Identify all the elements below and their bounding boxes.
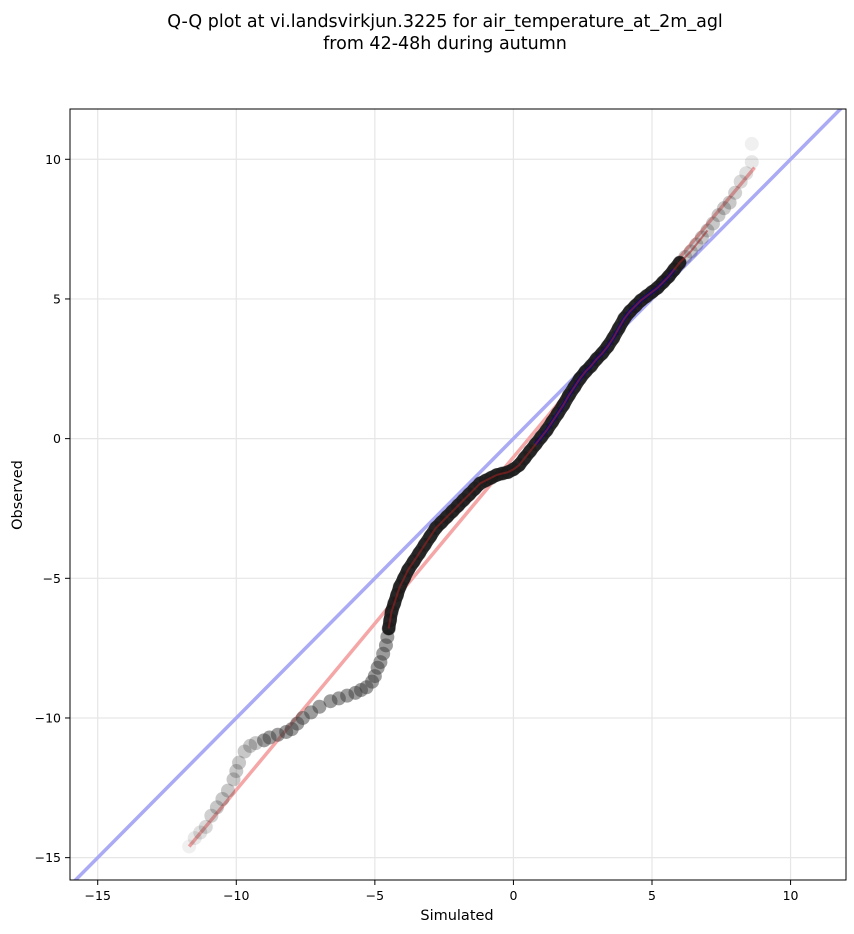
x-tick-label: −10 bbox=[223, 888, 249, 903]
y-tick-label: 10 bbox=[45, 152, 61, 167]
data-point bbox=[204, 808, 219, 823]
data-point bbox=[229, 764, 244, 779]
data-point bbox=[220, 783, 235, 798]
data-point bbox=[232, 755, 247, 770]
data-point bbox=[182, 839, 197, 854]
y-tick-label: 5 bbox=[53, 291, 61, 306]
data-point bbox=[215, 791, 230, 806]
data-point bbox=[705, 216, 720, 231]
data-point bbox=[717, 201, 732, 216]
plot-area bbox=[69, 108, 847, 881]
chart-title-line2: from 42-48h during autumn bbox=[323, 34, 567, 54]
y-tick-label: −15 bbox=[35, 850, 61, 865]
x-tick-label: 10 bbox=[783, 888, 799, 903]
data-point bbox=[711, 208, 726, 223]
x-tick-label: 5 bbox=[648, 888, 656, 903]
data-layer bbox=[73, 109, 843, 880]
x-tick-label: 0 bbox=[509, 888, 517, 903]
x-tick-label: −15 bbox=[85, 888, 111, 903]
x-tick-label: −5 bbox=[366, 888, 384, 903]
data-point bbox=[722, 195, 737, 210]
y-tick-label: −10 bbox=[35, 710, 61, 725]
center-fit-overlay bbox=[387, 229, 709, 629]
data-point bbox=[744, 136, 759, 151]
data-point bbox=[237, 744, 252, 759]
y-axis-ticks: −15 −10 −5 0 5 10 bbox=[35, 152, 70, 865]
identity-line bbox=[73, 109, 843, 880]
data-point bbox=[744, 155, 759, 170]
data-point bbox=[198, 819, 213, 834]
y-tick-label: −5 bbox=[43, 571, 61, 586]
data-point bbox=[193, 825, 208, 840]
data-point bbox=[728, 185, 743, 200]
y-tick-label: 0 bbox=[53, 431, 61, 446]
chart-title-line1: Q-Q plot at vi.landsvirkjun.3225 for air… bbox=[167, 12, 723, 32]
data-point bbox=[739, 166, 754, 181]
data-point bbox=[209, 800, 224, 815]
data-point bbox=[187, 831, 202, 846]
x-axis-ticks: −15 −10 −5 0 5 10 bbox=[85, 880, 799, 903]
data-point bbox=[733, 174, 748, 189]
data-point bbox=[243, 738, 258, 753]
data-point bbox=[226, 772, 241, 787]
data-point bbox=[312, 699, 327, 714]
plot-frame bbox=[69, 108, 847, 881]
x-axis-label: Simulated bbox=[420, 908, 493, 924]
grid-lines bbox=[70, 109, 846, 880]
y-axis-label: Observed bbox=[10, 460, 26, 530]
